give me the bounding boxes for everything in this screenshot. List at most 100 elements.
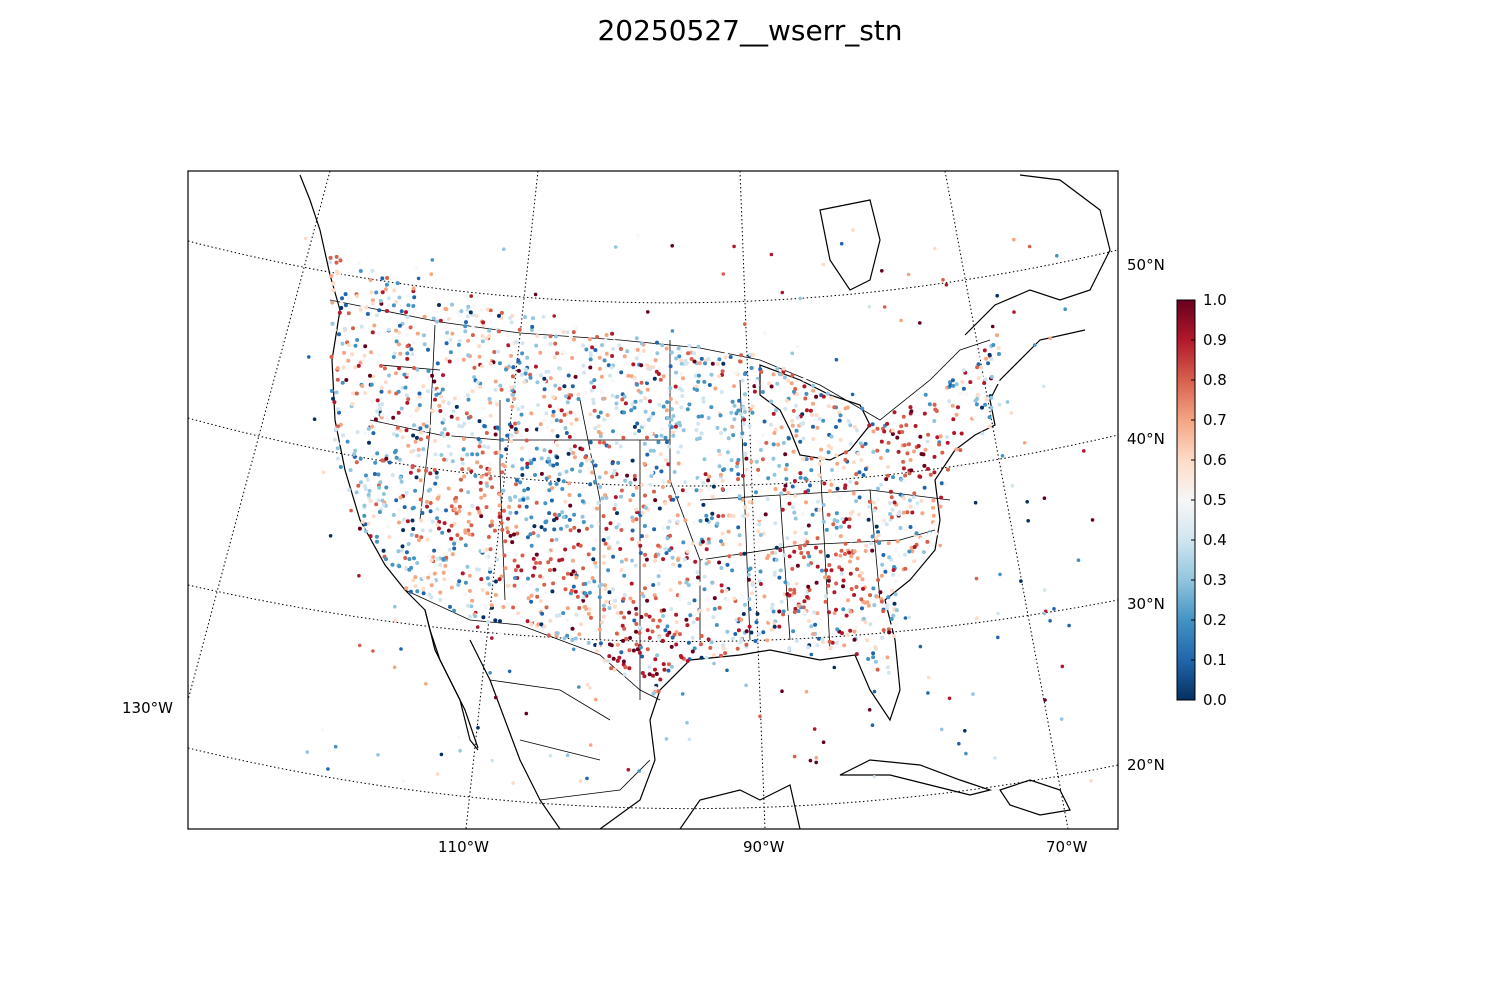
station-point [720, 531, 725, 536]
station-point [656, 574, 661, 579]
station-point [922, 411, 927, 416]
station-point [526, 576, 530, 581]
station-point [702, 556, 706, 561]
station-point [786, 491, 791, 496]
station-point [467, 573, 472, 578]
station-point [828, 645, 833, 650]
station-point [757, 439, 762, 444]
station-point [333, 744, 338, 749]
station-point [511, 392, 516, 397]
station-point [617, 343, 622, 348]
station-point [995, 293, 999, 298]
station-point [662, 667, 667, 672]
station-point [468, 310, 473, 315]
station-point [804, 531, 808, 536]
station-point [633, 399, 638, 404]
station-point [635, 647, 640, 652]
parallel-30n [188, 584, 1118, 643]
station-point [509, 439, 514, 444]
station-point [632, 473, 637, 478]
station-point [610, 474, 615, 479]
station-point [803, 396, 808, 401]
station-point [470, 598, 475, 603]
station-point [839, 241, 844, 246]
station-point [601, 538, 606, 542]
station-point [561, 515, 566, 520]
station-point [826, 512, 831, 517]
station-point [438, 597, 443, 602]
state-lines-west [369, 324, 701, 700]
station-point [457, 735, 461, 739]
station-point [803, 476, 808, 481]
station-point [627, 648, 632, 653]
station-point [684, 489, 689, 494]
station-point [577, 606, 582, 610]
station-point [571, 584, 576, 589]
station-point [485, 576, 490, 581]
station-point [839, 548, 844, 553]
great-lakes [759, 364, 871, 461]
station-point [991, 343, 996, 347]
station-point [881, 656, 886, 661]
station-point [634, 622, 639, 626]
station-point [602, 440, 606, 445]
station-point [947, 399, 952, 404]
station-point [827, 639, 832, 644]
station-point [911, 495, 916, 500]
station-point [588, 743, 593, 747]
station-point [329, 274, 334, 278]
station-point [784, 477, 789, 481]
station-point [875, 667, 880, 672]
station-point [459, 309, 464, 314]
station-point [399, 406, 404, 411]
station-point [1042, 588, 1047, 592]
station-point [976, 376, 981, 381]
station-point [511, 605, 516, 610]
station-point [477, 354, 482, 359]
station-point [623, 401, 628, 406]
yucatan [679, 784, 801, 829]
station-point [754, 567, 759, 572]
station-point [638, 645, 643, 650]
station-point [947, 696, 952, 701]
station-point [741, 513, 746, 518]
station-point [755, 379, 759, 384]
station-point [760, 390, 765, 394]
station-point [619, 488, 624, 493]
station-point [610, 331, 615, 336]
station-point [541, 315, 546, 319]
station-point [363, 344, 368, 349]
station-point [886, 465, 891, 469]
station-point [780, 507, 785, 512]
station-point [972, 415, 977, 420]
station-point [611, 587, 616, 592]
station-point [749, 366, 754, 370]
station-point [892, 634, 897, 638]
station-point [740, 431, 745, 436]
station-point [806, 550, 810, 555]
station-point [529, 593, 534, 598]
station-point [697, 478, 702, 483]
station-point [589, 388, 594, 393]
station-point [578, 622, 583, 627]
station-point [394, 299, 399, 304]
station-point [752, 389, 757, 394]
station-point [795, 392, 800, 396]
station-point [843, 457, 848, 462]
station-point [665, 440, 669, 445]
station-point [655, 624, 660, 629]
station-point [876, 530, 880, 534]
station-point [667, 519, 672, 524]
station-point [927, 402, 932, 407]
station-point [879, 599, 884, 604]
station-point [540, 611, 545, 616]
station-point [493, 593, 498, 597]
station-point [510, 464, 515, 469]
station-point [939, 727, 944, 732]
station-point [331, 288, 336, 293]
station-point [855, 567, 859, 572]
station-point [397, 330, 401, 335]
station-point [436, 495, 441, 500]
station-point [861, 586, 865, 591]
station-point [843, 552, 847, 556]
